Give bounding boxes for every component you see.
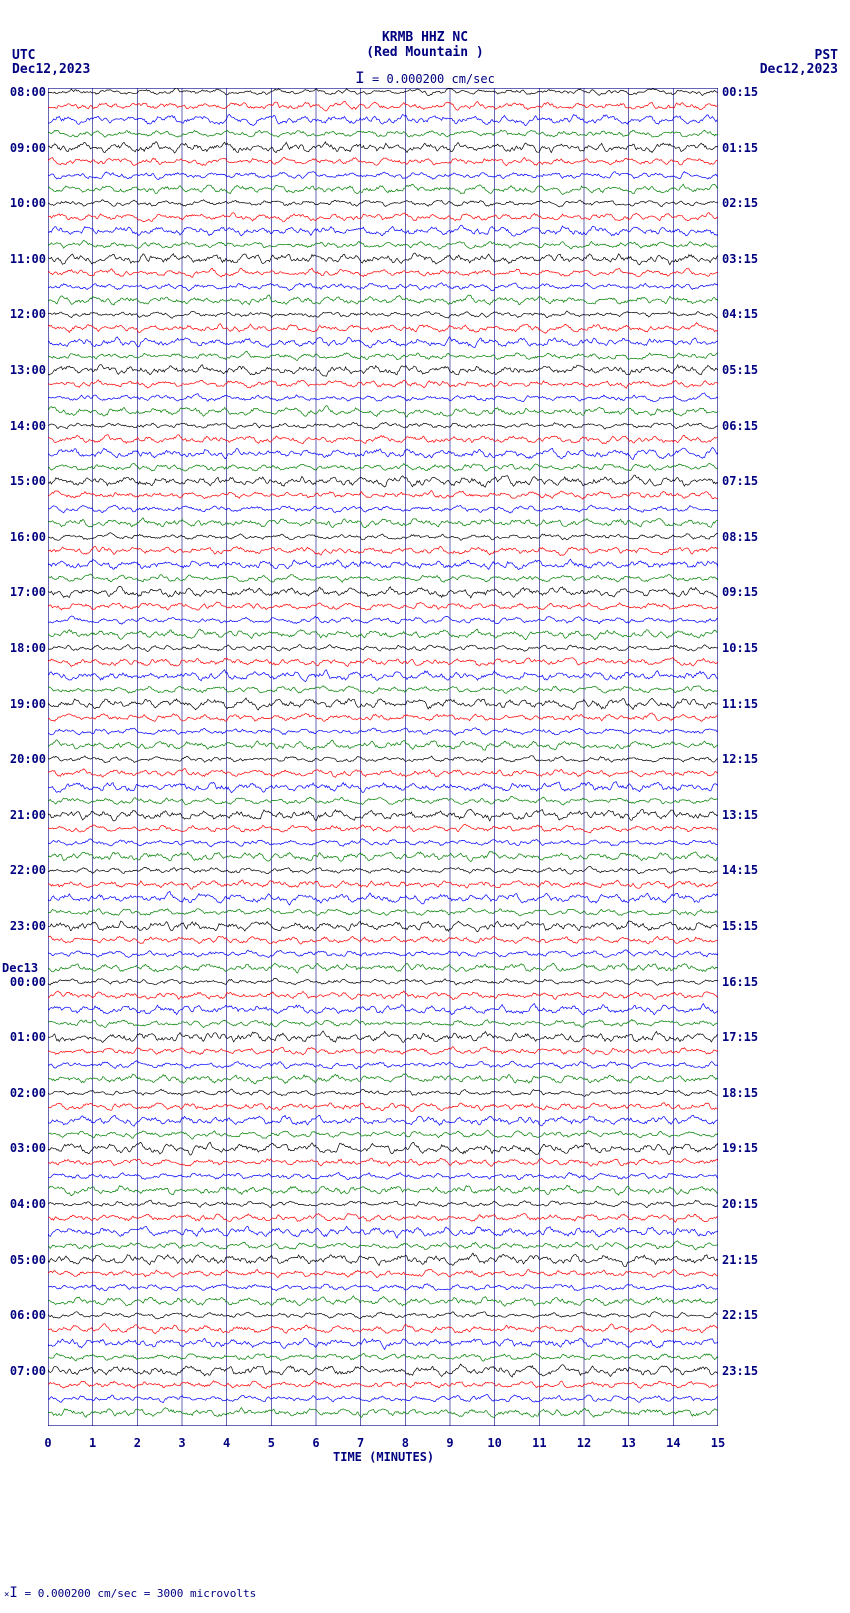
utc-time-label: 11:00 [2, 252, 46, 266]
utc-time-label: 06:00 [2, 1308, 46, 1322]
xaxis-tick-label: 0 [40, 1436, 56, 1450]
utc-time-label: 22:00 [2, 863, 46, 877]
pst-time-label: 04:15 [722, 307, 766, 321]
xaxis-tick-label: 15 [710, 1436, 726, 1450]
pst-time-label: 20:15 [722, 1197, 766, 1211]
pst-time-label: 07:15 [722, 474, 766, 488]
xaxis-tick-label: 14 [665, 1436, 681, 1450]
utc-time-label: 07:00 [2, 1364, 46, 1378]
pst-time-label: 19:15 [722, 1141, 766, 1155]
station-code: KRMB HHZ NC [0, 30, 850, 45]
pst-time-label: 16:15 [722, 975, 766, 989]
tz-right: PST [815, 48, 838, 63]
tz-left: UTC [12, 48, 35, 63]
utc-time-label: 15:00 [2, 474, 46, 488]
pst-time-label: 05:15 [722, 363, 766, 377]
pst-time-label: 11:15 [722, 697, 766, 711]
header: KRMB HHZ NC (Red Mountain ) I = 0.000200… [0, 30, 850, 87]
date-marker: Dec13 [2, 961, 46, 975]
date-right: Dec12,2023 [760, 62, 838, 77]
xaxis-tick-label: 1 [85, 1436, 101, 1450]
pst-time-label: 03:15 [722, 252, 766, 266]
utc-time-label: 03:00 [2, 1141, 46, 1155]
xaxis-tick-label: 2 [129, 1436, 145, 1450]
utc-time-label: 00:00 [2, 975, 46, 989]
utc-time-label: 01:00 [2, 1030, 46, 1044]
utc-time-label: 20:00 [2, 752, 46, 766]
utc-time-label: 18:00 [2, 641, 46, 655]
utc-time-label: 23:00 [2, 919, 46, 933]
xaxis-tick-label: 5 [263, 1436, 279, 1450]
utc-time-label: 19:00 [2, 697, 46, 711]
utc-time-label: 16:00 [2, 530, 46, 544]
seismogram-svg [48, 88, 718, 1426]
utc-time-label: 05:00 [2, 1253, 46, 1267]
xaxis-tick-label: 10 [487, 1436, 503, 1450]
pst-time-label: 13:15 [722, 808, 766, 822]
utc-time-label: 14:00 [2, 419, 46, 433]
utc-time-label: 04:00 [2, 1197, 46, 1211]
seismogram-container: KRMB HHZ NC (Red Mountain ) I = 0.000200… [0, 0, 850, 1613]
xaxis-title: TIME (MINUTES) [333, 1450, 434, 1464]
pst-time-label: 17:15 [722, 1030, 766, 1044]
pst-time-label: 18:15 [722, 1086, 766, 1100]
pst-time-label: 22:15 [722, 1308, 766, 1322]
pst-time-label: 08:15 [722, 530, 766, 544]
xaxis-tick-label: 12 [576, 1436, 592, 1450]
xaxis-tick-label: 9 [442, 1436, 458, 1450]
xaxis-tick-label: 8 [397, 1436, 413, 1450]
xaxis-tick-label: 3 [174, 1436, 190, 1450]
pst-time-label: 06:15 [722, 419, 766, 433]
xaxis-tick-label: 4 [219, 1436, 235, 1450]
pst-time-label: 21:15 [722, 1253, 766, 1267]
pst-time-label: 10:15 [722, 641, 766, 655]
pst-time-label: 09:15 [722, 585, 766, 599]
utc-time-label: 17:00 [2, 585, 46, 599]
pst-time-label: 23:15 [722, 1364, 766, 1378]
plot-area [48, 88, 718, 1426]
utc-time-label: 13:00 [2, 363, 46, 377]
date-left: Dec12,2023 [12, 62, 90, 77]
pst-time-label: 01:15 [722, 141, 766, 155]
pst-time-label: 15:15 [722, 919, 766, 933]
pst-time-label: 00:15 [722, 85, 766, 99]
pst-time-label: 02:15 [722, 196, 766, 210]
xaxis-tick-label: 6 [308, 1436, 324, 1450]
utc-time-label: 02:00 [2, 1086, 46, 1100]
pst-time-label: 12:15 [722, 752, 766, 766]
footer-scale: ×I = 0.000200 cm/sec = 3000 microvolts [4, 1585, 256, 1601]
pst-time-label: 14:15 [722, 863, 766, 877]
utc-time-label: 12:00 [2, 307, 46, 321]
station-location: (Red Mountain ) [0, 45, 850, 60]
utc-time-label: 09:00 [2, 141, 46, 155]
xaxis-tick-label: 11 [531, 1436, 547, 1450]
utc-time-label: 08:00 [2, 85, 46, 99]
utc-time-label: 21:00 [2, 808, 46, 822]
utc-time-label: 10:00 [2, 196, 46, 210]
xaxis-tick-label: 13 [621, 1436, 637, 1450]
xaxis-tick-label: 7 [353, 1436, 369, 1450]
